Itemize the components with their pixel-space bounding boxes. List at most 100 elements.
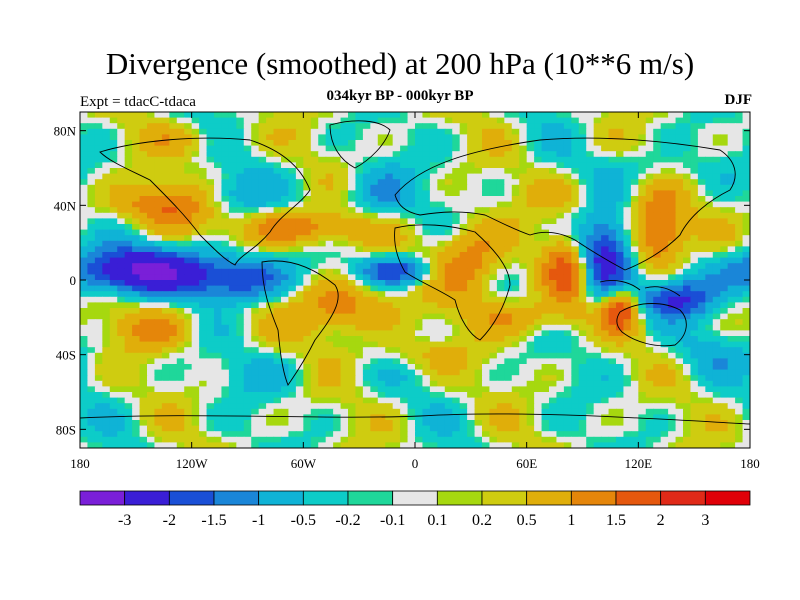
field-cell bbox=[489, 140, 498, 147]
field-cell bbox=[660, 145, 669, 152]
field-cell bbox=[147, 173, 156, 180]
field-cell bbox=[630, 308, 639, 315]
field-cell bbox=[705, 369, 714, 376]
field-cell bbox=[243, 162, 252, 169]
field-cell bbox=[534, 364, 543, 371]
field-cell bbox=[124, 112, 133, 119]
field-cell bbox=[638, 162, 647, 169]
field-cell bbox=[742, 324, 750, 331]
field-cell bbox=[176, 201, 185, 208]
field-cell bbox=[117, 319, 126, 326]
field-cell bbox=[251, 403, 260, 410]
field-cell bbox=[593, 308, 602, 315]
field-cell bbox=[444, 190, 453, 197]
field-cell bbox=[660, 280, 669, 287]
field-cell bbox=[683, 386, 692, 393]
field-cell bbox=[712, 403, 721, 410]
field-cell bbox=[593, 224, 602, 231]
field-cell bbox=[109, 364, 118, 371]
field-cell bbox=[422, 408, 431, 415]
field-cell bbox=[206, 128, 215, 135]
field-cell bbox=[80, 112, 89, 119]
field-cell bbox=[616, 296, 625, 303]
field-cell bbox=[176, 196, 185, 203]
field-cell bbox=[683, 364, 692, 371]
field-cell bbox=[400, 140, 409, 147]
field-cell bbox=[727, 268, 736, 275]
field-cell bbox=[511, 280, 520, 287]
field-cell bbox=[295, 134, 304, 141]
field-cell bbox=[362, 336, 371, 343]
field-cell bbox=[690, 190, 699, 197]
field-cell bbox=[348, 224, 357, 231]
field-cell bbox=[273, 319, 282, 326]
field-cell bbox=[362, 296, 371, 303]
field-cell bbox=[735, 190, 744, 197]
field-cell bbox=[243, 347, 252, 354]
field-cell bbox=[482, 246, 491, 253]
field-cell bbox=[228, 156, 237, 163]
field-cell bbox=[660, 151, 669, 158]
field-cell bbox=[452, 207, 461, 214]
field-cell bbox=[139, 302, 148, 309]
field-cell bbox=[362, 352, 371, 359]
field-cell bbox=[608, 280, 617, 287]
field-cell bbox=[638, 313, 647, 320]
field-cell bbox=[102, 229, 111, 236]
field-cell bbox=[571, 240, 580, 247]
field-cell bbox=[407, 364, 416, 371]
field-cell bbox=[541, 218, 550, 225]
field-cell bbox=[519, 324, 528, 331]
field-cell bbox=[392, 330, 401, 337]
field-cell bbox=[601, 207, 610, 214]
field-cell bbox=[660, 224, 669, 231]
field-cell bbox=[102, 274, 111, 281]
field-cell bbox=[429, 128, 438, 135]
field-cell bbox=[199, 308, 208, 315]
field-cell bbox=[608, 224, 617, 231]
field-cell bbox=[243, 257, 252, 264]
field-cell bbox=[712, 386, 721, 393]
field-cell bbox=[340, 112, 349, 119]
field-cell bbox=[228, 240, 237, 247]
field-cell bbox=[697, 392, 706, 399]
field-cell bbox=[303, 224, 312, 231]
field-cell bbox=[630, 347, 639, 354]
field-cell bbox=[712, 179, 721, 186]
field-cell bbox=[616, 212, 625, 219]
field-cell bbox=[109, 252, 118, 259]
field-cell bbox=[303, 179, 312, 186]
field-cell bbox=[437, 240, 446, 247]
field-cell bbox=[362, 134, 371, 141]
field-cell bbox=[586, 184, 595, 191]
field-cell bbox=[668, 291, 677, 298]
field-cell bbox=[281, 128, 290, 135]
field-cell bbox=[370, 151, 379, 158]
field-cell bbox=[124, 408, 133, 415]
field-cell bbox=[496, 291, 505, 298]
field-cell bbox=[608, 229, 617, 236]
field-cell bbox=[87, 168, 96, 175]
field-cell bbox=[444, 173, 453, 180]
field-cell bbox=[444, 168, 453, 175]
field-cell bbox=[258, 324, 267, 331]
field-cell bbox=[645, 324, 654, 331]
field-cell bbox=[266, 140, 275, 147]
field-cell bbox=[214, 308, 223, 315]
field-cell bbox=[206, 207, 215, 214]
field-cell bbox=[221, 408, 230, 415]
field-cell bbox=[653, 173, 662, 180]
field-cell bbox=[496, 151, 505, 158]
field-cell bbox=[638, 324, 647, 331]
field-cell bbox=[578, 156, 587, 163]
field-cell bbox=[534, 207, 543, 214]
field-cell bbox=[221, 145, 230, 152]
field-cell bbox=[571, 184, 580, 191]
field-cell bbox=[623, 184, 632, 191]
field-cell bbox=[616, 190, 625, 197]
field-cell bbox=[385, 184, 394, 191]
field-cell bbox=[102, 296, 111, 303]
field-cell bbox=[556, 123, 565, 130]
field-cell bbox=[578, 408, 587, 415]
field-cell bbox=[571, 336, 580, 343]
